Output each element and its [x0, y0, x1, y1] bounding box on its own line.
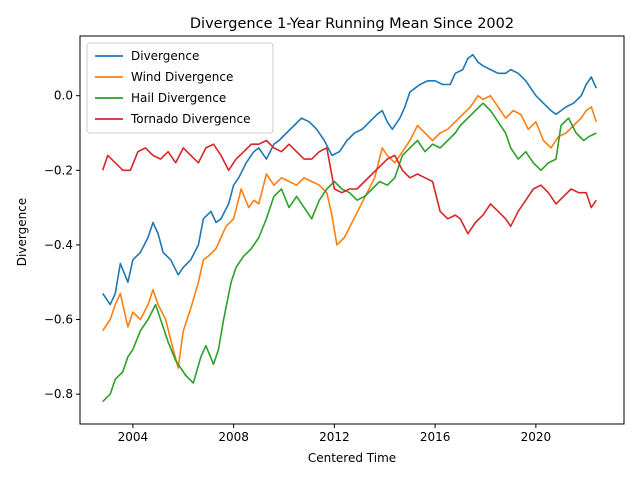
- legend-box: [86, 42, 274, 134]
- series-line-2: [102, 102, 597, 403]
- y-axis: −0.8 −0.6 −0.4 −0.2 0.0: [44, 89, 80, 401]
- series-line-3: [101, 139, 597, 235]
- series-line-0: [102, 53, 598, 306]
- y-axis-title: Divergence: [15, 198, 29, 266]
- legend-label-2: Hail Divergence: [131, 91, 226, 105]
- y-tick-label: −0.2: [44, 163, 73, 177]
- x-tick-label: 2020: [521, 430, 552, 444]
- y-tick-label: −0.4: [44, 238, 73, 252]
- x-tick-label: 2016: [420, 430, 451, 444]
- series-line-1: [102, 94, 598, 369]
- y-tick-label: −0.8: [44, 387, 73, 401]
- series-layer: [101, 53, 598, 403]
- x-tick-label: 2004: [118, 430, 149, 444]
- legend: Divergence Wind Divergence Hail Divergence…: [86, 42, 274, 134]
- legend-label-1: Wind Divergence: [131, 70, 233, 84]
- legend-label-0: Divergence: [131, 49, 199, 63]
- x-axis: 2004 2008 2012 2016 2020: [118, 424, 552, 444]
- legend-label-3: Tornado Divergence: [130, 112, 250, 126]
- x-axis-title: Centered Time: [308, 451, 396, 465]
- x-tick-label: 2008: [218, 430, 249, 444]
- y-tick-label: 0.0: [54, 89, 73, 103]
- x-tick-label: 2012: [319, 430, 350, 444]
- plot-area-frame: [79, 35, 625, 425]
- chart-title: Divergence 1-Year Running Mean Since 200…: [190, 16, 514, 32]
- y-tick-label: −0.6: [44, 313, 73, 327]
